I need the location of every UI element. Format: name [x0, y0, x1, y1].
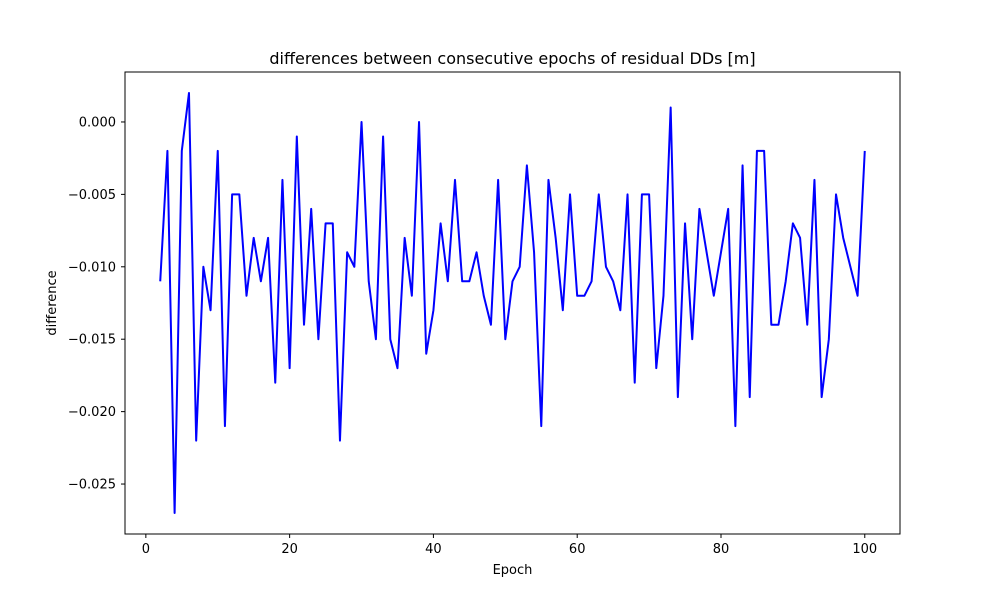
plot-area-frame: [124, 71, 901, 535]
series-layer: [159, 92, 866, 514]
x-tick-label: 20: [281, 542, 298, 557]
x-tick-label: 100: [852, 542, 877, 557]
y-tick-label: −0.005: [68, 188, 116, 203]
x-tick-label: 80: [713, 542, 730, 557]
y-axis-label: difference: [45, 270, 60, 335]
y-tick-label: 0.000: [79, 115, 116, 130]
x-axis-label: Epoch: [493, 563, 533, 578]
y-tick-label: −0.015: [68, 333, 116, 348]
y-tick-label: −0.010: [68, 260, 116, 275]
chart-title: differences between consecutive epochs o…: [269, 49, 755, 68]
x-tick-label: 40: [425, 542, 442, 557]
x-tick-label: 60: [569, 542, 586, 557]
series-line: [159, 92, 866, 514]
y-axis-ticks: 0.000 −0.005 −0.010 −0.015 −0.020 −0.025: [68, 115, 125, 493]
y-tick-label: −0.020: [68, 405, 116, 420]
x-tick-label: 0: [142, 542, 150, 557]
y-tick-label: −0.025: [68, 478, 116, 493]
x-axis-ticks: 0 20 40 60 80 100: [142, 534, 877, 557]
